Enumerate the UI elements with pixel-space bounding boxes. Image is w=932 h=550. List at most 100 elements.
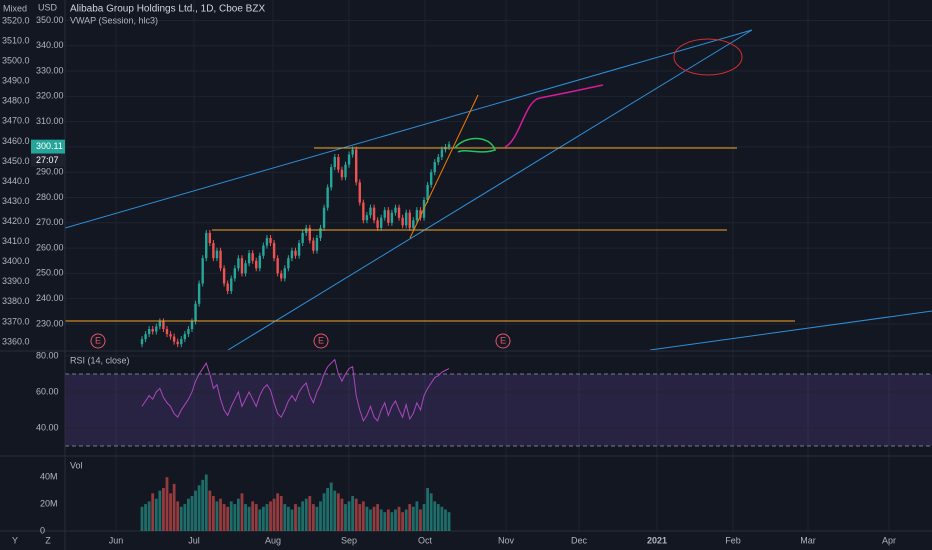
- volume-bar: [419, 509, 422, 531]
- candle: [404, 212, 408, 226]
- volume-bar: [344, 504, 347, 531]
- candle: [187, 329, 190, 335]
- volume-bar: [169, 493, 172, 531]
- x-tick-label: Jun: [109, 535, 124, 545]
- candle: [401, 217, 404, 226]
- volume-bar: [290, 509, 294, 531]
- volume-bar: [311, 504, 315, 531]
- candle: [222, 268, 226, 284]
- chart-title: Alibaba Group Holdings Ltd., 1D, Cboe BZ…: [70, 4, 265, 15]
- candle: [437, 157, 440, 163]
- rsi-title: RSI (14, close): [70, 355, 130, 365]
- volume-bar: [261, 506, 265, 531]
- volume-bar: [212, 496, 215, 531]
- trendline: [227, 29, 753, 350]
- candle: [319, 227, 322, 238]
- volume-bar: [222, 504, 226, 531]
- trendline: [65, 29, 753, 229]
- candle: [258, 255, 262, 269]
- volume-bar: [322, 493, 326, 531]
- candle: [326, 187, 329, 208]
- y-tick-label: 250.00: [36, 268, 64, 278]
- candle: [226, 283, 229, 292]
- candle: [151, 329, 154, 332]
- volume-bar: [315, 506, 319, 531]
- y2-tick-label: 3510.0: [2, 35, 30, 45]
- candle: [247, 253, 251, 264]
- volume-bar: [390, 512, 394, 531]
- candle: [140, 339, 144, 345]
- candle: [208, 232, 212, 244]
- candle: [415, 210, 419, 221]
- candle: [201, 258, 204, 284]
- trendline: [409, 94, 479, 239]
- x-tick-label: Mar: [800, 535, 816, 545]
- candle: [155, 326, 158, 332]
- candle: [190, 321, 194, 330]
- x-tick-label: Dec: [571, 535, 588, 545]
- volume-bar: [269, 501, 272, 531]
- y2-tick-label: 3450.0: [2, 156, 30, 166]
- candle: [347, 154, 351, 165]
- y2-tick-label: 3500.0: [2, 56, 30, 66]
- z-button[interactable]: Z: [45, 535, 51, 545]
- volume-bar: [140, 506, 144, 531]
- y-tick-label: 280.00: [36, 192, 64, 202]
- y-tick-label: 240.00: [36, 293, 64, 303]
- drawings: [65, 29, 932, 350]
- volume-bar: [286, 506, 290, 531]
- volume-bar: [236, 498, 240, 531]
- candle: [280, 273, 283, 279]
- volume-bar: [436, 504, 440, 531]
- candle: [362, 202, 365, 221]
- candle: [447, 144, 451, 147]
- volume-bar: [397, 506, 401, 531]
- candle: [426, 184, 429, 201]
- candle: [272, 243, 276, 259]
- y2-tick-label: 3410.0: [2, 236, 30, 246]
- volume-bar: [361, 501, 365, 531]
- candle: [147, 329, 151, 335]
- y2-tick-label: 3370.0: [2, 316, 30, 326]
- candle: [394, 207, 397, 213]
- rsi-tick-label: 80.00: [36, 350, 59, 360]
- candle: [379, 217, 383, 228]
- volume-bar: [386, 509, 390, 531]
- volume-bar: [229, 501, 233, 531]
- candle: [237, 258, 240, 269]
- volume-bar: [204, 474, 208, 531]
- candle: [301, 232, 304, 244]
- x-tick-label: Nov: [498, 535, 515, 545]
- candle: [233, 268, 237, 279]
- volume-bar: [247, 506, 251, 531]
- circle-annotation: [673, 38, 743, 76]
- volume-bar: [226, 506, 230, 531]
- volume-title: Vol: [70, 460, 83, 470]
- volume-bar: [276, 493, 280, 531]
- candle: [244, 263, 247, 274]
- volume-bar: [351, 496, 355, 531]
- volume-bar: [333, 490, 337, 531]
- volume-bar: [244, 504, 247, 531]
- y-tick-label: 270.00: [36, 217, 64, 227]
- y-tick-label: 290.00: [36, 167, 64, 177]
- volume-bar: [336, 493, 340, 531]
- y-button[interactable]: Y: [12, 535, 18, 545]
- volume-bar: [401, 512, 405, 531]
- y-tick-label: 340.00: [36, 40, 64, 50]
- candle: [387, 210, 390, 223]
- candle: [358, 182, 361, 203]
- event-label: E: [318, 335, 324, 345]
- scale-mode: Mixed: [3, 3, 27, 13]
- candle: [294, 250, 297, 256]
- volume-tick-label: 0: [40, 525, 45, 535]
- trendline: [649, 310, 932, 350]
- candle: [433, 162, 436, 173]
- x-tick-label: Oct: [418, 535, 433, 545]
- x-tick-label: Apr: [882, 535, 896, 545]
- candle: [180, 339, 183, 345]
- candle: [440, 149, 444, 158]
- candle: [397, 207, 401, 218]
- rsi-tick-label: 40.00: [36, 422, 59, 432]
